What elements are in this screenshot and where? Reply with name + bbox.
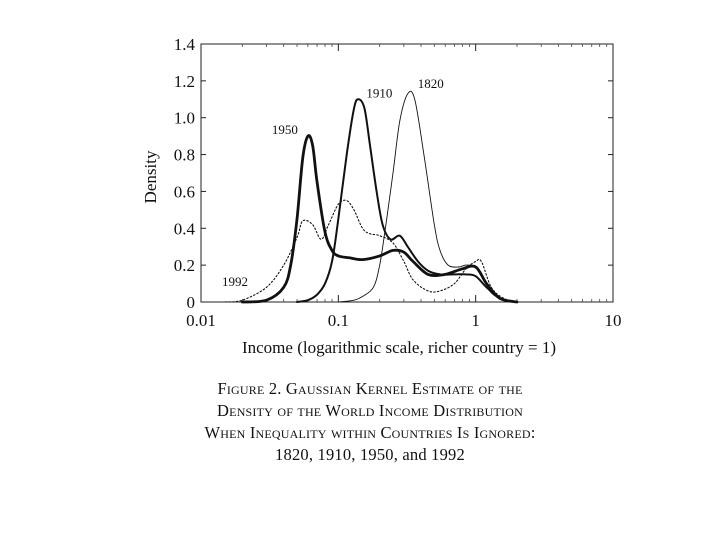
caption-line-2: Density of the World Income Distribution — [217, 401, 523, 420]
plot-frame — [200, 43, 614, 303]
x-axis-label: Income (logarithmic scale, richer countr… — [242, 338, 556, 357]
caption-line-1: Figure 2. Gaussian Kernel Estimate of th… — [217, 379, 523, 398]
series-line-1950 — [240, 134, 519, 304]
y-tick-label: 0.6 — [174, 182, 195, 201]
x-tick-label: 0.01 — [186, 311, 216, 330]
series-label-1910: 1910 — [366, 85, 392, 100]
x-tick-label: 0.1 — [328, 311, 349, 330]
series-label-1950: 1950 — [272, 122, 298, 137]
y-tick-label: 0.4 — [174, 219, 196, 238]
y-tick-label: 0.2 — [174, 256, 195, 275]
series-line-1910 — [296, 98, 518, 303]
y-tick-label: 0 — [187, 293, 196, 312]
y-tick-label: 1.0 — [174, 109, 195, 128]
y-tick-label: 1.4 — [174, 35, 196, 54]
y-tick-label: 1.2 — [174, 72, 195, 91]
series-label-1820: 1820 — [418, 76, 444, 91]
figure-caption: Figure 2. Gaussian Kernel Estimate of th… — [150, 378, 590, 466]
series-line-1992 — [224, 199, 518, 303]
y-axis-label: Density — [141, 150, 160, 203]
x-tick-label: 10 — [605, 311, 622, 330]
series-label-1992: 1992 — [222, 274, 248, 289]
x-tick-label: 1 — [471, 311, 480, 330]
caption-line-3: When Inequality within Countries Is Igno… — [204, 423, 536, 442]
caption-line-4: 1820, 1910, 1950, and 1992 — [275, 445, 465, 464]
y-tick-label: 0.8 — [174, 146, 195, 165]
